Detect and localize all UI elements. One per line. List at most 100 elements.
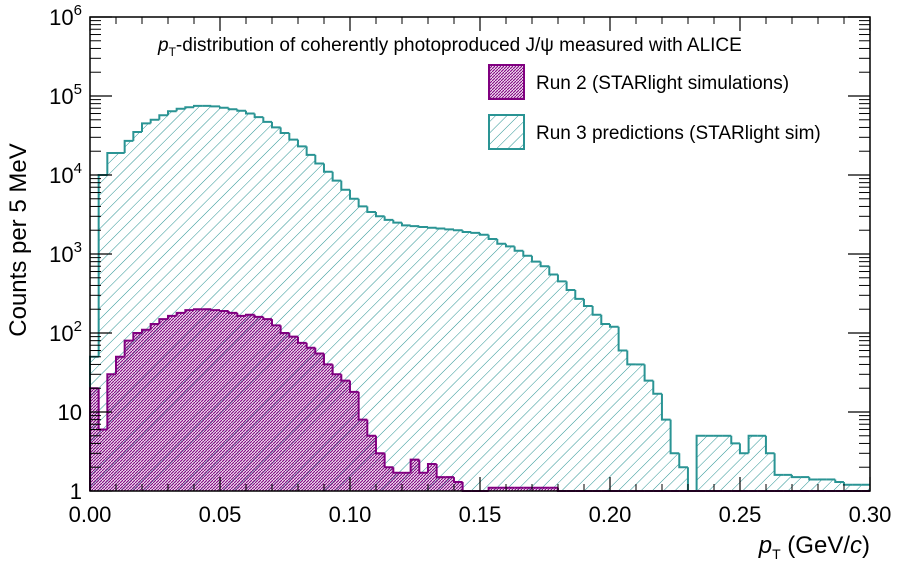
x-tick-label: 0.00 (69, 502, 112, 527)
histogram-bin (366, 419, 376, 437)
histogram-bin (244, 313, 255, 316)
histogram-bin (192, 308, 203, 311)
histogram-bin (123, 339, 134, 357)
histogram-bin (296, 139, 307, 148)
histogram-bin (730, 435, 740, 445)
histogram-bin (808, 477, 818, 481)
legend: Run 2 (STARlight simulations) Run 3 pred… (488, 64, 821, 150)
legend-swatch-run2 (488, 64, 525, 100)
histogram-bin (210, 309, 220, 312)
histogram-bin (695, 434, 706, 491)
histogram-bin (149, 118, 160, 124)
histogram-bin (452, 229, 463, 232)
histogram-bin (842, 481, 853, 486)
histogram-bin (383, 216, 394, 221)
histogram-bin (192, 104, 203, 108)
histogram-bin (262, 316, 272, 321)
y-tick-labels: 1 10 102 103 104 105 106 (49, 2, 82, 504)
histogram-bin (409, 458, 420, 473)
histogram-bin (106, 151, 116, 175)
histogram-bin (366, 206, 376, 214)
histogram-bin (452, 477, 463, 483)
histogram-bin (106, 373, 116, 430)
histogram-bin (600, 314, 610, 325)
legend-label-run2: Run 2 (STARlight simulations) (536, 73, 789, 94)
y-tick-label: 105 (49, 81, 82, 109)
histogram-bin (487, 486, 498, 491)
histogram-bin (790, 474, 801, 479)
histogram-bin (236, 312, 246, 317)
histogram-bin (331, 364, 342, 376)
histogram-bin (314, 347, 324, 355)
x-tick-label: 0.30 (849, 502, 892, 527)
y-tick-label: 104 (49, 160, 82, 188)
histogram-bin (227, 107, 238, 111)
histogram-bin (418, 225, 428, 228)
histogram-bin (747, 434, 758, 454)
histogram-bin (123, 139, 134, 153)
y-tick-label: 102 (49, 318, 82, 346)
histogram-bin (296, 336, 307, 344)
histogram-bin (314, 154, 324, 165)
histogram-bin (348, 189, 359, 200)
histogram-bin (764, 435, 775, 455)
series-fill (90, 309, 870, 491)
histogram-bin (253, 113, 264, 119)
histogram-bin (678, 453, 688, 469)
histogram-bin (478, 232, 489, 236)
histogram-bin (357, 391, 368, 421)
histogram-bin (132, 332, 142, 341)
histogram-bin (470, 231, 480, 234)
histogram-bin (331, 171, 342, 182)
histogram-bin (539, 261, 550, 268)
legend-label-run3: Run 3 predictions (STARlight sim) (536, 123, 821, 144)
histogram-bin (149, 322, 160, 330)
series-layer (89, 104, 870, 492)
histogram-bin (158, 114, 168, 120)
histogram-bin (132, 131, 142, 141)
histogram-bin (218, 309, 229, 312)
histogram-bin (270, 319, 281, 327)
histogram-bin (496, 238, 506, 245)
histogram-bin (236, 109, 246, 112)
histogram-bin (322, 353, 333, 366)
histogram-bin (565, 281, 576, 292)
x-tick-label: 0.10 (329, 502, 372, 527)
histogram-bin (435, 463, 446, 479)
x-tick-label: 0.25 (719, 502, 762, 527)
histogram-bin (504, 243, 515, 248)
histogram-bin (409, 225, 420, 228)
histogram-bin (513, 246, 524, 252)
histogram-bin (487, 234, 498, 240)
legend-swatch-run3 (488, 114, 525, 150)
histogram-bin (140, 122, 151, 133)
histogram-bin (652, 380, 662, 395)
histogram-bin (626, 350, 636, 366)
histogram-bin (340, 180, 350, 191)
histogram-bin (522, 250, 532, 257)
histogram-bin (374, 435, 385, 455)
histogram-bin (305, 146, 316, 156)
histogram-bin (374, 212, 385, 218)
x-tick-label: 0.20 (589, 502, 632, 527)
y-tick-label: 106 (49, 2, 82, 30)
histogram-bin (348, 380, 359, 393)
histogram-bin (643, 364, 654, 382)
histogram-bin (253, 314, 264, 318)
histogram-bin (288, 333, 298, 338)
histogram-bin (556, 274, 567, 283)
histogram-bin (140, 328, 151, 333)
histogram-bin (392, 219, 402, 224)
histogram-bin (548, 266, 558, 276)
y-tick-label: 10 (58, 400, 82, 425)
histogram-bin (392, 467, 402, 474)
histogram-bin (340, 374, 350, 382)
y-axis-title: Counts per 5 MeV (5, 143, 32, 336)
x-tick-labels: 0.00 0.05 0.10 0.15 0.20 0.25 0.30 (69, 502, 892, 527)
histogram-bin (288, 133, 298, 141)
histogram-bin (383, 453, 394, 469)
histogram-bin (184, 106, 194, 109)
histogram-bin (435, 227, 446, 230)
histogram-bin (418, 459, 428, 474)
